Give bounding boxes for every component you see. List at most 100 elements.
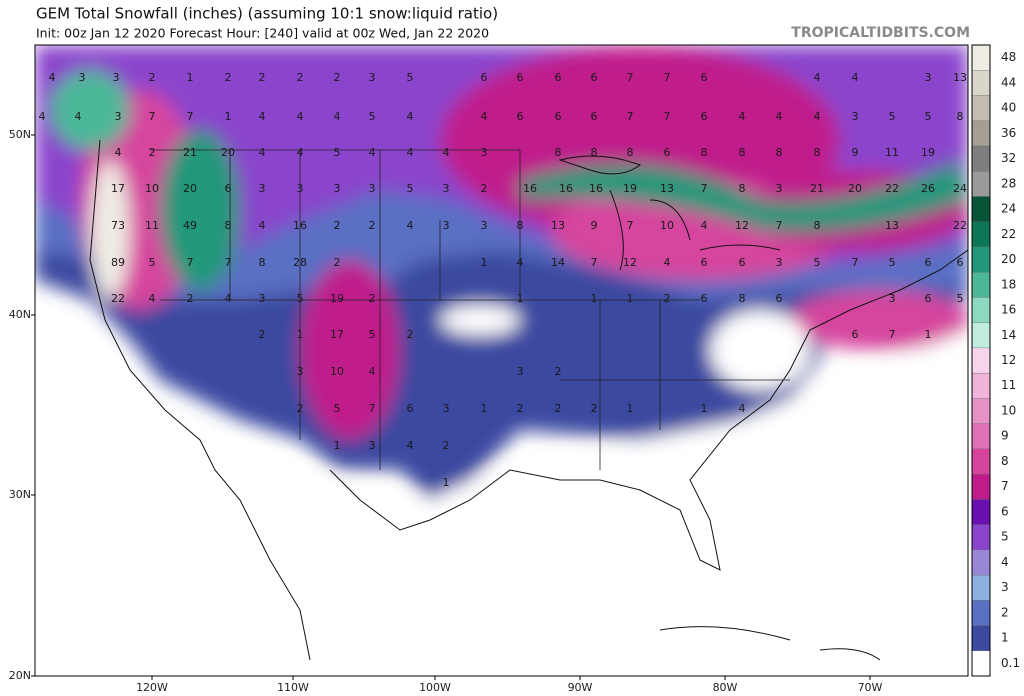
colorbar-cell	[971, 423, 991, 449]
spot-value: 4	[739, 402, 746, 415]
spot-value: 4	[407, 219, 414, 232]
colorbar-label: 40	[1001, 101, 1016, 115]
spot-value: 3	[443, 219, 450, 232]
spot-value: 9	[591, 219, 598, 232]
colorbar-label: 36	[1001, 126, 1016, 140]
spot-value: 7	[701, 182, 708, 195]
spot-value: 4	[297, 110, 304, 123]
spot-value: 2	[149, 146, 156, 159]
spot-value: 6	[701, 292, 708, 305]
spot-value: 5	[369, 110, 376, 123]
spot-value: 4	[481, 110, 488, 123]
colorbar-cell	[971, 120, 991, 147]
colorbar-label: 2	[1001, 605, 1009, 619]
colorbar-cell	[971, 145, 991, 172]
spot-value: 6	[407, 402, 414, 415]
spot-value: 13	[885, 219, 899, 232]
spot-value: 6	[739, 256, 746, 269]
spot-value: 3	[369, 439, 376, 452]
spot-value: 1	[225, 110, 232, 123]
spot-value: 16	[559, 182, 573, 195]
shade-green	[50, 70, 130, 150]
colorbar-cell	[971, 473, 991, 500]
colorbar-cell	[971, 95, 991, 121]
spot-value: 2	[259, 328, 266, 341]
spot-value: 9	[852, 146, 859, 159]
spot-value: 11	[145, 219, 159, 232]
spot-value: 2	[334, 71, 341, 84]
spot-value: 1	[517, 292, 524, 305]
spot-value: 3	[852, 110, 859, 123]
spot-value: 5	[334, 402, 341, 415]
spot-value: 19	[623, 182, 637, 195]
spot-value: 2	[664, 292, 671, 305]
colorbar-cell	[971, 625, 991, 651]
spot-value: 49	[183, 219, 197, 232]
spot-value: 3	[334, 182, 341, 195]
spot-value: 13	[551, 219, 565, 232]
lon-label: 120W	[136, 681, 168, 694]
spot-values: 4 3 3 2 1 2 2 2 2 3 5 6 6 6 6 7 7 6 4 4 3 134 4 3 7 7 1 4 4 4 5 4 4 6 6 6 7 7…	[39, 71, 968, 489]
colorbar-cell	[971, 650, 991, 677]
spot-value: 22	[953, 219, 967, 232]
spot-value: 6	[701, 71, 708, 84]
spot-value: 4	[852, 71, 859, 84]
spot-value: 6	[555, 110, 562, 123]
caribbean	[659, 626, 881, 661]
spot-value: 8	[225, 219, 232, 232]
spot-value: 13	[660, 182, 674, 195]
spot-value: 4	[115, 146, 122, 159]
spot-value: 3	[481, 219, 488, 232]
spot-value: 17	[111, 182, 125, 195]
map-area	[35, 45, 968, 676]
spot-value: 2	[443, 439, 450, 452]
spot-value: 3	[259, 292, 266, 305]
spot-value: 6	[925, 256, 932, 269]
spot-value: 1	[187, 71, 194, 84]
spot-value: 4	[49, 71, 56, 84]
spot-value: 4	[39, 110, 46, 123]
spot-value: 8	[701, 146, 708, 159]
spot-value: 16	[589, 182, 603, 195]
spot-value: 6	[591, 71, 598, 84]
colorbar-cell	[971, 549, 991, 576]
spot-value: 2	[187, 292, 194, 305]
spot-value: 5	[369, 328, 376, 341]
spot-value: 1	[334, 439, 341, 452]
colorbar-label: 28	[1001, 176, 1016, 190]
colorbar-cell	[971, 272, 991, 298]
lat-label: 50N	[9, 128, 31, 141]
colorbar-label: 6	[1001, 504, 1009, 518]
spot-value: 7	[627, 110, 634, 123]
colorbar-label: 20	[1001, 252, 1016, 266]
spot-value: 3	[925, 71, 932, 84]
spot-value: 2	[369, 292, 376, 305]
spot-value: 8	[259, 256, 266, 269]
colorbar-label: 14	[1001, 328, 1016, 342]
spot-value: 4	[776, 110, 783, 123]
spot-value: 8	[555, 146, 562, 159]
spot-value: 2	[297, 402, 304, 415]
spot-value: 2	[225, 71, 232, 84]
spot-value: 4	[297, 146, 304, 159]
colorbar-cell	[971, 171, 991, 197]
spot-value: 5	[925, 110, 932, 123]
spot-value: 4	[407, 110, 414, 123]
colorbar-label: 18	[1001, 277, 1016, 291]
colorbar-cell	[971, 297, 991, 323]
brand: TROPICALTIDBITS.COM	[791, 25, 970, 41]
spot-value: 17	[330, 328, 344, 341]
state-lines	[150, 149, 790, 470]
spot-value: 7	[187, 256, 194, 269]
spot-value: 2	[517, 402, 524, 415]
spot-value: 5	[889, 256, 896, 269]
spot-value: 3	[115, 110, 122, 123]
lon-label: 80W	[713, 681, 738, 694]
spot-value: 3	[776, 256, 783, 269]
shade-green	[520, 160, 968, 232]
colorbar-cell	[971, 398, 991, 424]
spot-value: 21	[810, 182, 824, 195]
spot-value: 2	[555, 365, 562, 378]
